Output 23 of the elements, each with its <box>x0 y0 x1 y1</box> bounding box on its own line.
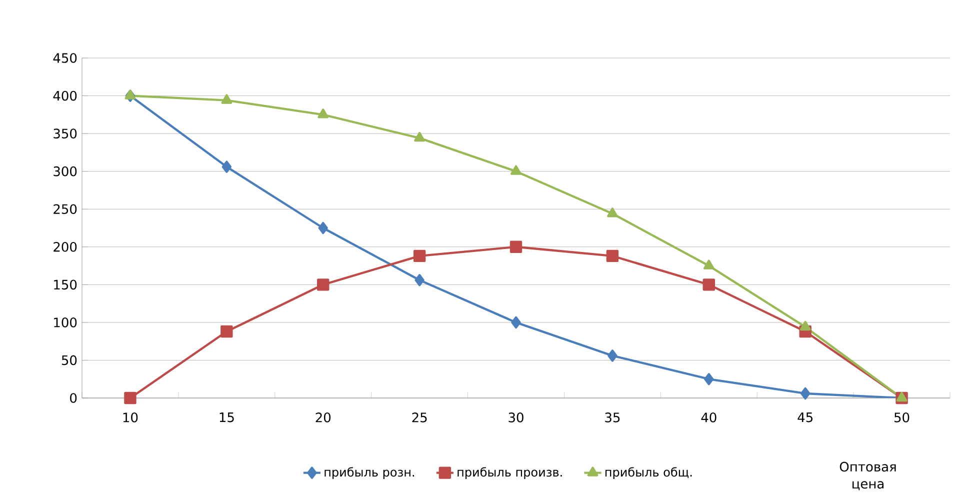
y-tick-label: 0 <box>70 393 77 403</box>
y-tick-label: 200 <box>54 242 77 252</box>
y-tick-label: 400 <box>53 90 77 101</box>
y-tick-label: 250 <box>54 204 77 214</box>
x-tick-label: 20 <box>316 412 331 422</box>
y-tick-label: 150 <box>54 280 77 290</box>
legend-label: прибыль общ. <box>605 467 692 479</box>
x-tick-label: 25 <box>412 412 427 422</box>
x-tick-label: 50 <box>894 412 910 422</box>
x-tick-label: 40 <box>701 412 716 422</box>
x-tick-label: 35 <box>605 412 620 422</box>
x-tick-label: 30 <box>508 412 524 422</box>
x-tick-label: 15 <box>220 412 234 422</box>
x-tick-label: 10 <box>123 412 138 422</box>
y-tick-label: 300 <box>54 166 77 176</box>
legend-label: прибыль произв. <box>458 467 562 479</box>
x-axis-title: Оптовая цена <box>840 462 896 490</box>
y-tick-label: 350 <box>54 128 77 138</box>
y-tick-label: 450 <box>53 53 77 63</box>
x-tick-label: 45 <box>798 412 812 422</box>
y-tick-label: 50 <box>62 355 77 366</box>
y-tick-label: 100 <box>54 318 77 328</box>
legend-label: прибыль розн. <box>324 467 414 479</box>
